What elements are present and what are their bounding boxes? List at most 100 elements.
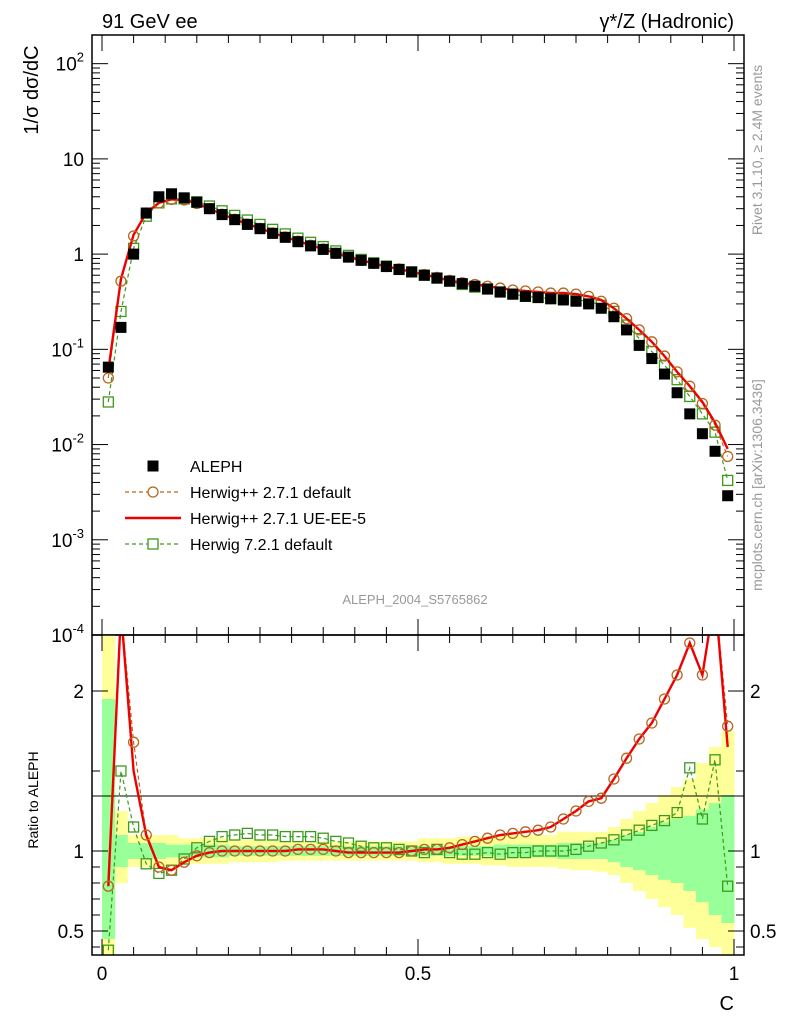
ratio-herwigpp-default-point — [140, 829, 152, 841]
main-plot-x-ticks — [101, 35, 735, 635]
ratio-herwig72-point — [620, 829, 633, 841]
ratio-herwigpp-default-point — [153, 861, 165, 873]
ratio-herwigpp-default-point — [406, 845, 418, 857]
aleph-point — [317, 243, 329, 255]
ratio-herwig72-line — [107, 759, 729, 951]
ratio-herwig72-point — [570, 843, 582, 856]
ratio-herwigpp-default-point — [494, 829, 506, 841]
band-green — [632, 831, 647, 871]
aleph-point — [241, 218, 253, 230]
herwigpp-default-point — [671, 366, 683, 378]
band-green — [114, 835, 128, 867]
ratio-herwigpp-default-point — [127, 736, 140, 748]
band-green — [152, 843, 166, 859]
ratio-herwigpp-default-point — [380, 846, 393, 859]
aleph-point — [722, 490, 734, 502]
y-tick-label: 1 — [73, 245, 84, 266]
ratio-herwig72-point — [393, 843, 405, 856]
band-green — [291, 846, 305, 856]
ratio-herwigpp-default-point — [557, 813, 570, 825]
aleph-point — [330, 247, 342, 259]
aleph-point — [696, 428, 708, 440]
main-plot-series — [0, 188, 734, 525]
aleph-point — [292, 236, 304, 248]
aleph-point — [368, 257, 380, 269]
ratio-plot-panel: 0.5 0.51 12 2 0 0.5 1 — [58, 590, 776, 985]
herwigpp-ueee5-line — [107, 198, 729, 450]
ratio-herwigpp-default-point — [519, 826, 532, 838]
aleph-point — [633, 339, 645, 351]
herwig72-point — [696, 408, 709, 420]
band-green — [418, 846, 432, 856]
ratio-herwig72-point — [519, 846, 532, 859]
herwig72-point — [722, 474, 734, 487]
legend-marker — [147, 460, 159, 472]
aleph-point — [570, 295, 582, 307]
legend-marker — [147, 538, 159, 550]
ratio-herwig72-point — [532, 845, 544, 857]
ratio-y-tick-label: 0.5 — [58, 922, 84, 943]
ratio-herwigpp-default-point — [254, 845, 266, 857]
herwigpp-default-point — [633, 324, 645, 336]
band-green — [455, 846, 470, 856]
ratio-herwig72-point — [557, 845, 570, 857]
ratio-herwig72-point — [266, 829, 279, 841]
aleph-point — [254, 223, 266, 235]
aleph-point — [671, 387, 683, 399]
band-green — [392, 846, 406, 856]
ratio-herwigpp-default-point — [355, 846, 367, 859]
band-green — [708, 803, 722, 915]
main-plot-panel: 10-4 10-3 10-2 10-1 1 10 102 — [0, 34, 745, 647]
ratio-herwig72-point — [671, 806, 683, 819]
herwig72-point — [102, 396, 114, 408]
herwigpp-default-point — [722, 450, 734, 463]
ratio-herwigpp-default-point — [671, 669, 683, 681]
x-tick-label: 0 — [97, 964, 108, 985]
aleph-point — [267, 227, 279, 239]
main-y-axis-label: 1/σ dσ/dC — [21, 45, 43, 134]
aleph-point — [191, 196, 203, 208]
ratio-herwigpp-default-point — [710, 590, 720, 600]
legend-label: Herwig++ 2.7.1 UE-EE-5 — [190, 511, 366, 528]
band-green — [683, 815, 697, 891]
herwigpp-default-point — [127, 230, 140, 242]
aleph-point — [709, 445, 721, 457]
ratio-herwig72-point — [646, 819, 658, 832]
ratio-herwigpp-default-point — [393, 846, 405, 859]
ratio-herwig72-point — [102, 944, 114, 955]
y-tick-label: 10-2 — [51, 431, 84, 457]
ratio-y-tick-label-right: 1 — [750, 842, 761, 863]
herwigpp-default-point — [709, 419, 721, 431]
ratio-herwigpp-default-point — [545, 821, 557, 833]
aleph-point — [684, 408, 696, 420]
ratio-herwigpp-default-point — [279, 845, 291, 857]
herwigpp-default-point — [658, 350, 671, 362]
aleph-point — [418, 269, 430, 281]
ratio-herwig72-point — [317, 832, 329, 844]
header-right-label: γ*/Z (Hadronic) — [600, 11, 734, 33]
aleph-point — [166, 188, 178, 200]
ratio-herwig72-point — [481, 846, 494, 859]
ratio-herwig72-point — [216, 830, 228, 843]
band-green — [658, 822, 672, 880]
ratio-herwigpp-default-point — [658, 693, 671, 705]
ratio-herwigpp-default-point — [633, 733, 645, 745]
ratio-herwigpp-default-point — [178, 856, 190, 868]
x-tick-label: 1 — [729, 964, 740, 985]
ratio-herwig72-point — [304, 830, 317, 843]
herwig72-point — [684, 390, 696, 403]
band-green — [544, 844, 558, 858]
ratio-herwig72-point — [140, 858, 152, 870]
aleph-point — [305, 240, 317, 252]
aleph-point — [456, 278, 468, 290]
aleph-point — [444, 275, 456, 287]
ratio-herwigpp-default-point — [317, 843, 329, 856]
ratio-y-tick-label-right: 0.5 — [750, 922, 776, 943]
band-green — [342, 846, 356, 856]
x-axis-label: C — [720, 993, 734, 1015]
herwigpp-default-point — [0, 515, 5, 525]
ratio-herwig72-point — [355, 840, 367, 852]
ratio-herwigpp-default-point — [696, 669, 709, 681]
y-tick-label: 10 — [63, 150, 84, 171]
herwigpp-default-point — [646, 336, 658, 348]
